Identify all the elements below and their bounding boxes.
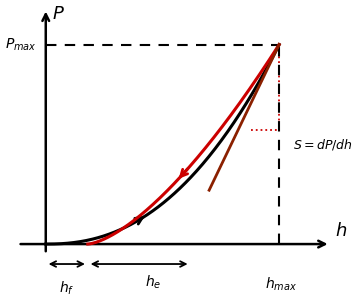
Text: $h_{max}$: $h_{max}$ [265, 276, 298, 293]
Text: $P_{max}$: $P_{max}$ [5, 36, 37, 53]
Text: $h_f$: $h_f$ [59, 280, 75, 297]
Text: $h$: $h$ [335, 222, 348, 240]
Text: $P$: $P$ [52, 5, 64, 23]
Text: $S=dP/dh$: $S=dP/dh$ [293, 137, 353, 152]
Text: $h_e$: $h_e$ [145, 274, 161, 291]
